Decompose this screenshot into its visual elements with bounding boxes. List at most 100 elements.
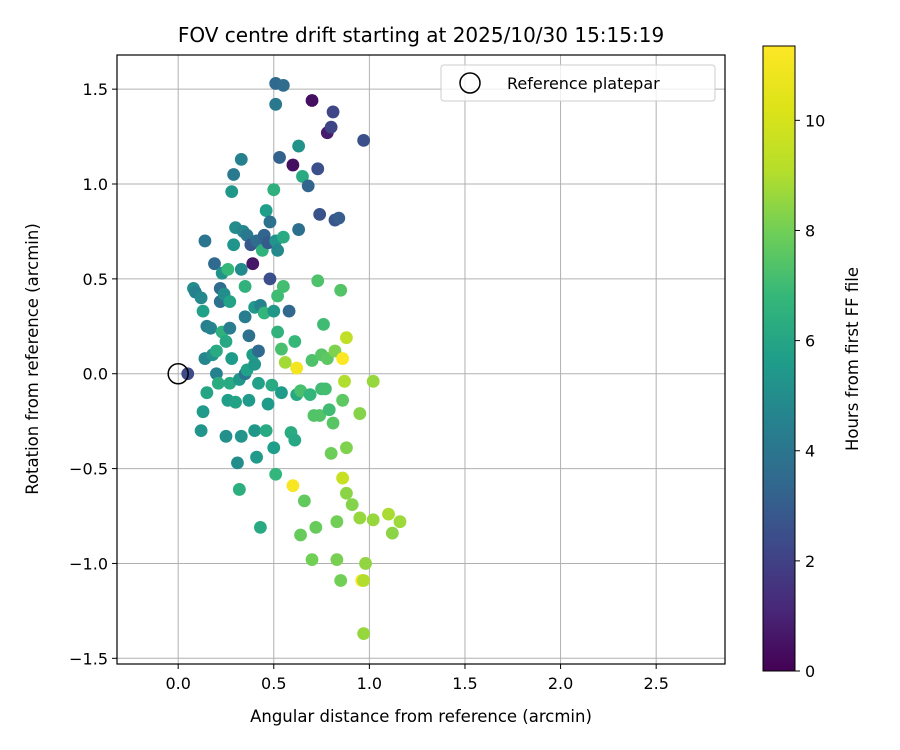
data-point bbox=[340, 486, 353, 500]
data-point bbox=[385, 526, 399, 540]
data-point bbox=[275, 386, 288, 400]
data-point bbox=[286, 479, 300, 493]
colorbar-frame bbox=[762, 45, 796, 672]
data-point bbox=[194, 291, 208, 305]
chart-title: FOV centre drift starting at 2025/10/30 … bbox=[178, 23, 664, 47]
data-point bbox=[252, 344, 265, 358]
data-point bbox=[246, 257, 260, 271]
data-point bbox=[340, 331, 353, 345]
data-point bbox=[267, 183, 281, 197]
reference-platepar-marker bbox=[167, 362, 189, 385]
data-point bbox=[340, 441, 353, 455]
data-point bbox=[250, 450, 263, 464]
data-point bbox=[267, 304, 281, 318]
data-point bbox=[234, 152, 248, 166]
data-point bbox=[305, 553, 319, 567]
data-point bbox=[196, 304, 210, 318]
data-point bbox=[366, 513, 380, 527]
data-point bbox=[336, 471, 350, 485]
colorbar-tick-label: 8 bbox=[805, 221, 815, 240]
data-point bbox=[305, 94, 319, 107]
data-point bbox=[219, 429, 233, 443]
data-point bbox=[353, 407, 367, 420]
y-tick-label: 0.5 bbox=[83, 270, 108, 289]
data-point bbox=[326, 416, 340, 430]
data-point bbox=[221, 262, 235, 276]
reference-marker-group bbox=[167, 362, 189, 385]
data-point bbox=[273, 151, 286, 164]
data-point bbox=[313, 409, 327, 422]
data-point bbox=[263, 215, 277, 229]
colorbar-label: Hours from first FF file bbox=[843, 267, 862, 451]
data-point bbox=[345, 498, 359, 512]
legend: Reference platepar bbox=[440, 64, 716, 102]
data-point bbox=[326, 105, 340, 119]
data-point bbox=[210, 367, 223, 381]
data-point bbox=[393, 515, 407, 529]
y-axis-label: Rotation from reference (arcmin) bbox=[23, 223, 42, 495]
data-point bbox=[336, 352, 350, 365]
data-point bbox=[271, 325, 285, 339]
data-point bbox=[317, 318, 330, 331]
data-point bbox=[311, 162, 325, 176]
data-point bbox=[286, 158, 300, 172]
x-axis-ticks: 0.0 0.5 1.0 1.5 2.0 2.5 bbox=[165, 664, 669, 693]
data-point bbox=[288, 335, 302, 348]
data-points bbox=[181, 77, 407, 641]
data-point bbox=[353, 511, 367, 525]
data-point bbox=[200, 386, 214, 400]
data-point bbox=[275, 342, 288, 356]
data-point bbox=[296, 170, 309, 183]
colorbar-tick-label: 0 bbox=[805, 662, 815, 681]
colorbar-ticks: 0 2 4 6 8 10 bbox=[795, 111, 825, 681]
data-point bbox=[234, 429, 248, 443]
data-point bbox=[278, 355, 292, 369]
data-point bbox=[219, 335, 233, 348]
data-point bbox=[357, 574, 371, 587]
data-point bbox=[223, 295, 237, 309]
colorbar-tick-label: 2 bbox=[805, 552, 815, 571]
data-point bbox=[309, 521, 323, 534]
y-tick-label: −0.5 bbox=[69, 460, 108, 479]
legend-label: Reference platepar bbox=[507, 74, 660, 93]
data-point bbox=[282, 304, 296, 318]
plot-frame bbox=[116, 54, 726, 665]
data-point bbox=[338, 374, 351, 388]
data-point bbox=[366, 374, 380, 388]
colorbar: 0 2 4 6 8 10 Hours from first FF file bbox=[762, 45, 862, 681]
data-point bbox=[210, 344, 223, 358]
y-axis-ticks: −1.5 −1.0 −0.5 0.0 0.5 1.0 1.5 bbox=[69, 80, 117, 668]
data-point bbox=[311, 274, 325, 288]
data-point bbox=[253, 521, 267, 534]
data-point bbox=[305, 354, 319, 367]
colorbar-tick-label: 10 bbox=[805, 111, 825, 130]
data-point bbox=[232, 483, 246, 496]
y-tick-label: 0.0 bbox=[83, 365, 108, 384]
data-point bbox=[208, 257, 221, 271]
data-point bbox=[234, 262, 248, 276]
data-point bbox=[242, 329, 256, 343]
y-tick-label: 1.0 bbox=[83, 175, 108, 194]
legend-box bbox=[440, 64, 716, 102]
data-point bbox=[263, 272, 277, 286]
data-point bbox=[313, 207, 327, 221]
data-point bbox=[223, 321, 237, 335]
data-point bbox=[334, 574, 348, 587]
data-point bbox=[269, 97, 283, 111]
data-point bbox=[290, 361, 304, 375]
data-point bbox=[259, 424, 273, 438]
data-point bbox=[257, 306, 271, 320]
data-point bbox=[238, 310, 252, 324]
data-point bbox=[231, 456, 244, 470]
data-point bbox=[359, 557, 372, 570]
legend-reference-marker bbox=[459, 72, 481, 94]
data-point bbox=[276, 78, 290, 92]
data-point bbox=[297, 494, 311, 508]
data-point bbox=[194, 424, 208, 438]
data-point bbox=[252, 376, 265, 390]
data-point bbox=[229, 395, 242, 409]
data-point bbox=[334, 283, 348, 297]
data-point bbox=[332, 211, 346, 225]
data-point bbox=[322, 403, 336, 417]
data-point bbox=[271, 244, 285, 257]
